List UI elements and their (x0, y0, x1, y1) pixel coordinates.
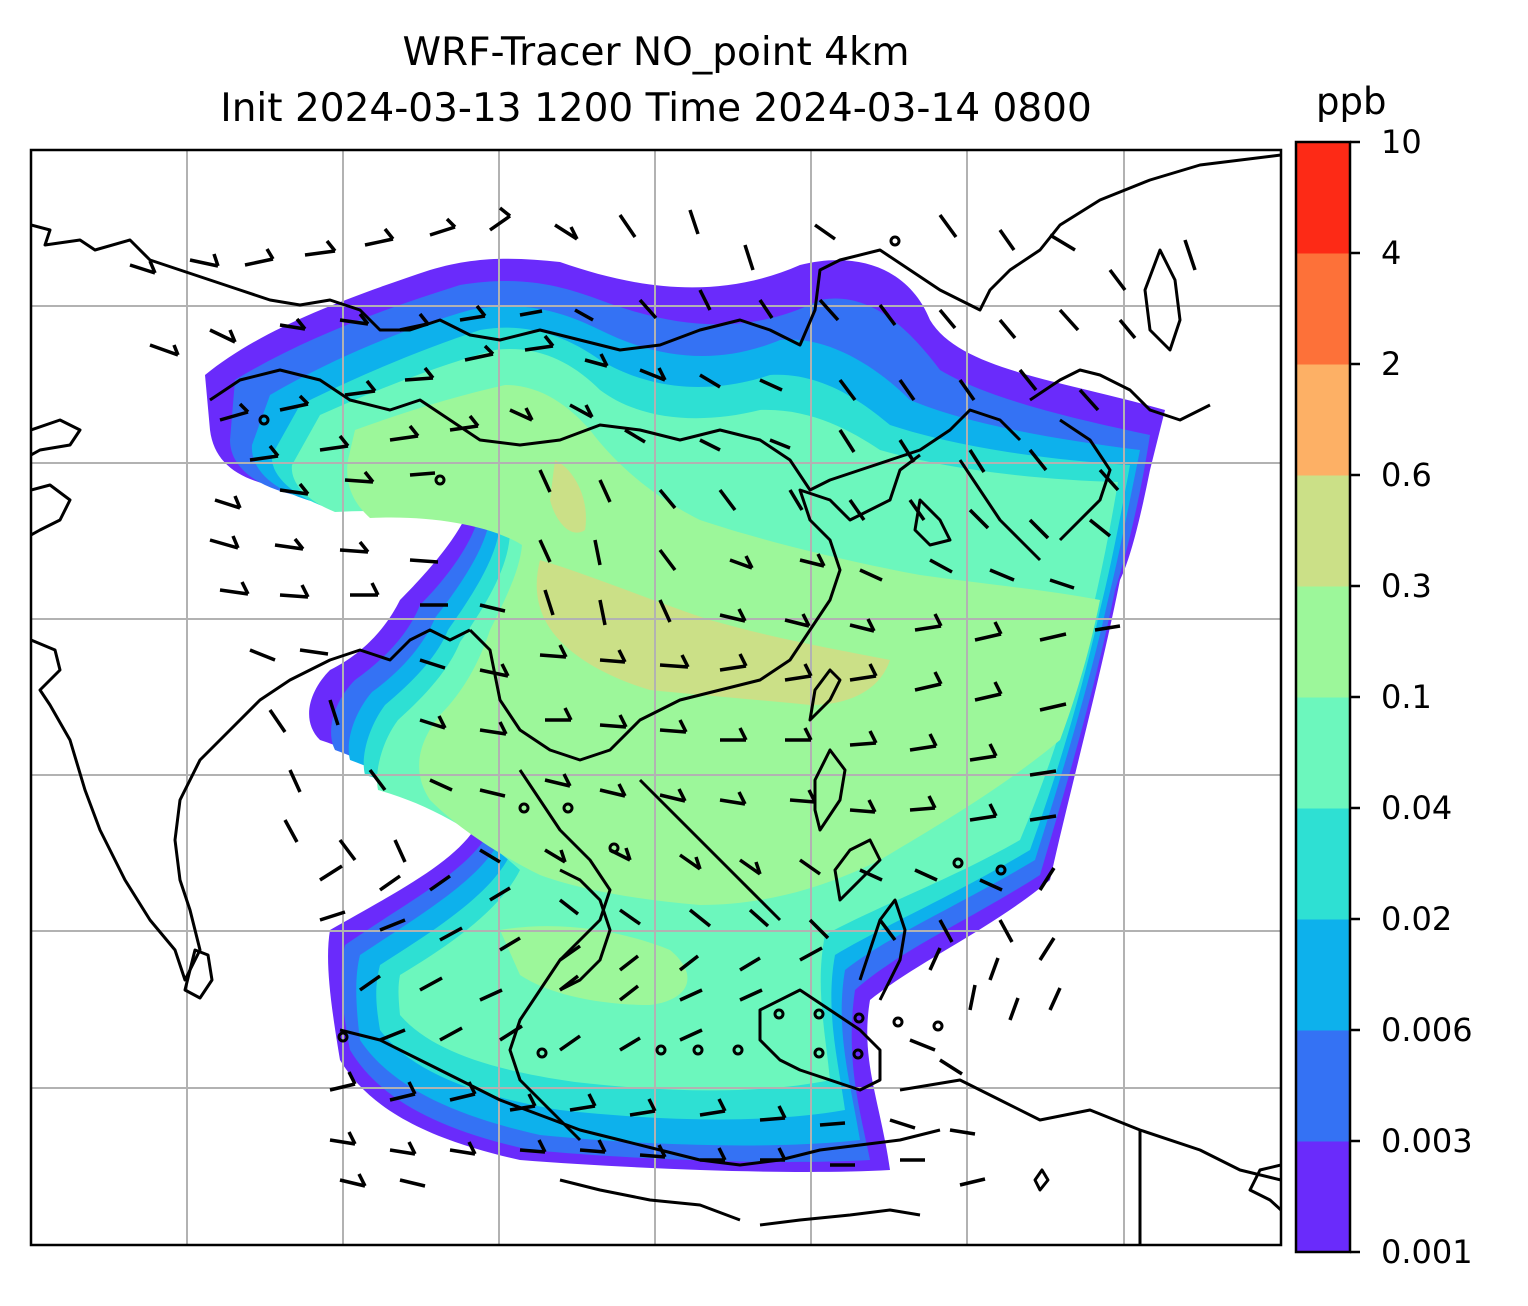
chart-title-line-2: Init 2024-03-13 1200 Time 2024-03-14 080… (220, 86, 1092, 131)
field-layer-0.3-b (550, 460, 586, 533)
colorbar-tick-label: 0.1 (1381, 678, 1432, 716)
colorbar-segment (1296, 1030, 1350, 1142)
colorbar-segments (1296, 142, 1350, 1253)
colorbar-tick-label: 0.006 (1381, 1011, 1473, 1049)
colorbar-tick-label: 10 (1381, 123, 1422, 161)
colorbar-segment (1296, 919, 1350, 1031)
colorbar-tick-label: 0.02 (1381, 900, 1453, 938)
calm-wind-markers (258, 235, 1007, 1060)
colorbar-unit-label: ppb (1316, 80, 1387, 123)
colorbar-tick-label: 4 (1381, 234, 1402, 272)
map-frame (29, 148, 1283, 1247)
chart-title-line-1: WRF-Tracer NO_point 4km (402, 30, 910, 75)
colorbar-segment (1296, 142, 1350, 254)
colorbar-segment (1296, 586, 1350, 698)
colorbar-segment (1296, 1141, 1350, 1253)
colorbar-tick-label: 0.003 (1381, 1122, 1473, 1160)
colorbar-segment (1296, 475, 1350, 587)
colorbar-segment (1296, 697, 1350, 809)
field-layer-0.3 (536, 560, 890, 705)
colorbar-tick-label: 0.6 (1381, 456, 1432, 494)
colorbar-segment (1296, 808, 1350, 920)
wind-barbs (129, 206, 1197, 1188)
colorbar-tick-label: 0.04 (1381, 789, 1453, 827)
colorbar-tick-label: 0.001 (1381, 1233, 1473, 1271)
colorbar-segment (1296, 364, 1350, 476)
coastlines (31, 153, 1281, 1245)
colorbar-tick-label: 2 (1381, 345, 1402, 383)
colorbar-segment (1296, 253, 1350, 365)
colorbar-tick-label: 0.3 (1381, 567, 1432, 605)
